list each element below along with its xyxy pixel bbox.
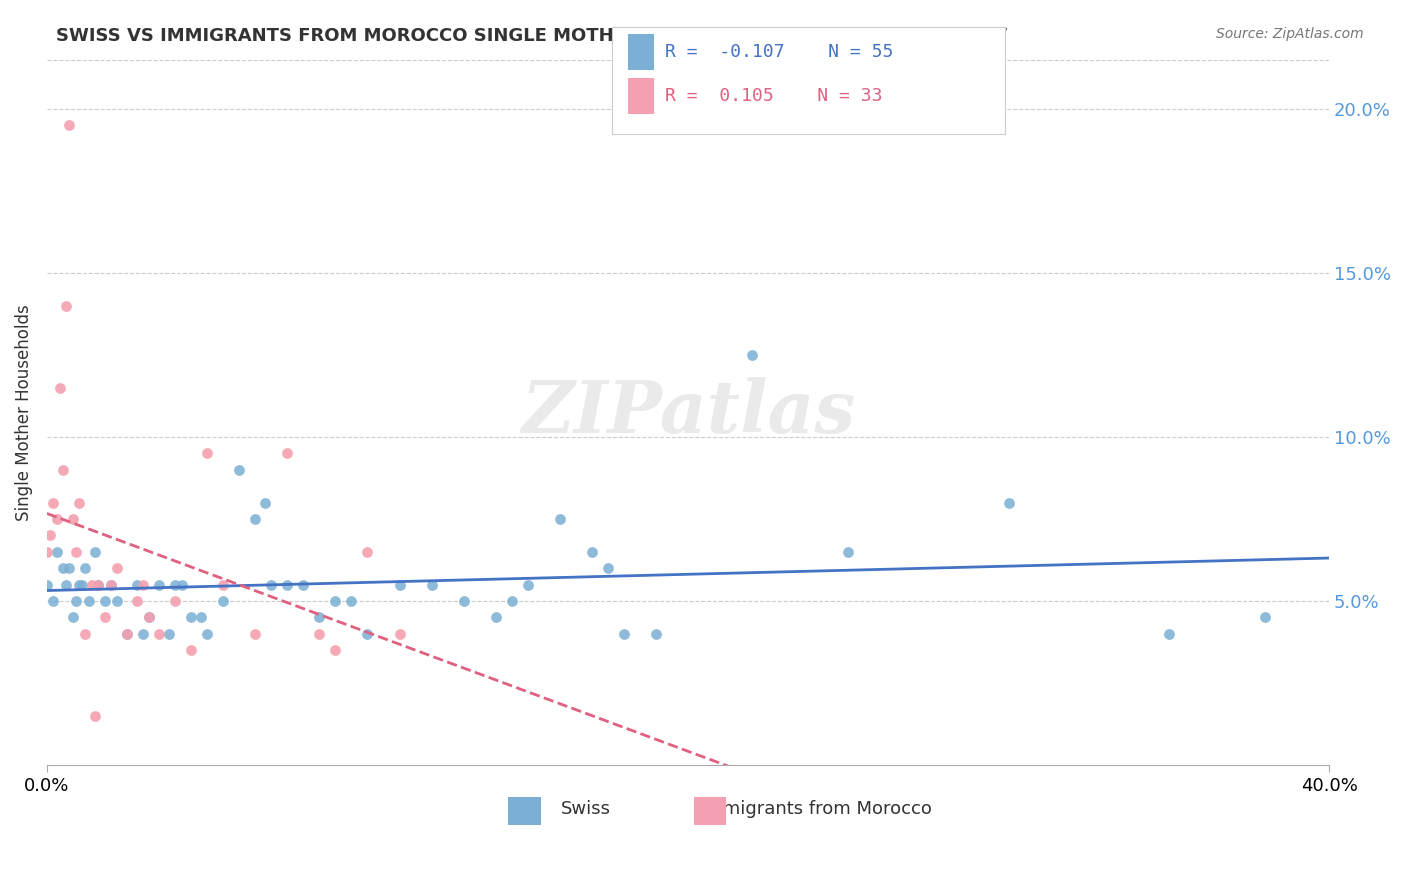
- Text: SWISS VS IMMIGRANTS FROM MOROCCO SINGLE MOTHER HOUSEHOLDS CORRELATION CHART: SWISS VS IMMIGRANTS FROM MOROCCO SINGLE …: [56, 27, 1007, 45]
- Point: [170, 577, 193, 591]
- Point: [581, 545, 603, 559]
- Point: [93, 594, 115, 608]
- Point: [35, 577, 58, 591]
- Point: [77, 594, 100, 608]
- Point: [148, 627, 170, 641]
- Point: [115, 627, 138, 641]
- Text: Source: ZipAtlas.com: Source: ZipAtlas.com: [1216, 27, 1364, 41]
- Point: [165, 577, 187, 591]
- Text: Immigrants from Morocco: Immigrants from Morocco: [700, 800, 932, 819]
- Point: [138, 610, 160, 624]
- Point: [80, 577, 103, 591]
- Point: [65, 594, 87, 608]
- FancyBboxPatch shape: [509, 797, 540, 825]
- Point: [70, 577, 93, 591]
- Point: [485, 610, 508, 624]
- Point: [138, 610, 160, 624]
- Point: [125, 594, 148, 608]
- Point: [62, 512, 84, 526]
- Point: [93, 610, 115, 624]
- Point: [132, 577, 155, 591]
- Point: [190, 610, 212, 624]
- Point: [42, 594, 65, 608]
- Point: [39, 528, 62, 542]
- Point: [613, 627, 636, 641]
- Point: [148, 577, 170, 591]
- Point: [75, 627, 97, 641]
- Point: [340, 594, 363, 608]
- Point: [87, 577, 110, 591]
- Point: [516, 577, 538, 591]
- Point: [45, 545, 67, 559]
- Point: [55, 577, 77, 591]
- Point: [308, 627, 330, 641]
- Point: [35, 545, 58, 559]
- Point: [292, 577, 315, 591]
- Point: [100, 577, 122, 591]
- Point: [52, 561, 75, 575]
- Point: [596, 561, 619, 575]
- Point: [420, 577, 443, 591]
- Point: [245, 512, 267, 526]
- Point: [132, 627, 155, 641]
- Point: [55, 299, 77, 313]
- Point: [645, 627, 668, 641]
- Point: [388, 577, 411, 591]
- Point: [253, 495, 276, 509]
- Point: [115, 627, 138, 641]
- Point: [997, 495, 1019, 509]
- Point: [45, 512, 67, 526]
- Point: [84, 709, 107, 723]
- FancyBboxPatch shape: [695, 797, 727, 825]
- Point: [228, 463, 250, 477]
- Point: [58, 118, 80, 132]
- Point: [62, 610, 84, 624]
- Text: R =  -0.107    N = 55: R = -0.107 N = 55: [665, 43, 893, 61]
- Text: ZIPatlas: ZIPatlas: [522, 376, 855, 448]
- Point: [837, 545, 859, 559]
- Point: [67, 577, 90, 591]
- Point: [741, 348, 763, 362]
- Point: [87, 577, 110, 591]
- Point: [125, 577, 148, 591]
- Point: [52, 463, 75, 477]
- Point: [1157, 627, 1180, 641]
- Point: [67, 495, 90, 509]
- Point: [1254, 610, 1277, 624]
- Point: [42, 495, 65, 509]
- Point: [180, 643, 202, 657]
- Text: Swiss: Swiss: [561, 800, 610, 819]
- Point: [548, 512, 571, 526]
- Point: [276, 577, 298, 591]
- Point: [180, 610, 202, 624]
- Point: [356, 545, 378, 559]
- Point: [48, 381, 70, 395]
- Point: [325, 643, 347, 657]
- Point: [195, 627, 218, 641]
- Point: [107, 561, 129, 575]
- Point: [212, 594, 235, 608]
- Point: [107, 594, 129, 608]
- Point: [356, 627, 378, 641]
- Point: [157, 627, 180, 641]
- Point: [260, 577, 283, 591]
- Point: [195, 446, 218, 460]
- Y-axis label: Single Mother Households: Single Mother Households: [15, 304, 32, 521]
- Point: [308, 610, 330, 624]
- Point: [453, 594, 475, 608]
- Point: [100, 577, 122, 591]
- Point: [65, 545, 87, 559]
- Point: [58, 561, 80, 575]
- Point: [388, 627, 411, 641]
- Point: [212, 577, 235, 591]
- Point: [84, 545, 107, 559]
- Point: [325, 594, 347, 608]
- Text: R =  0.105    N = 33: R = 0.105 N = 33: [665, 87, 883, 105]
- Point: [165, 594, 187, 608]
- Point: [276, 446, 298, 460]
- Point: [501, 594, 523, 608]
- Point: [245, 627, 267, 641]
- Point: [75, 561, 97, 575]
